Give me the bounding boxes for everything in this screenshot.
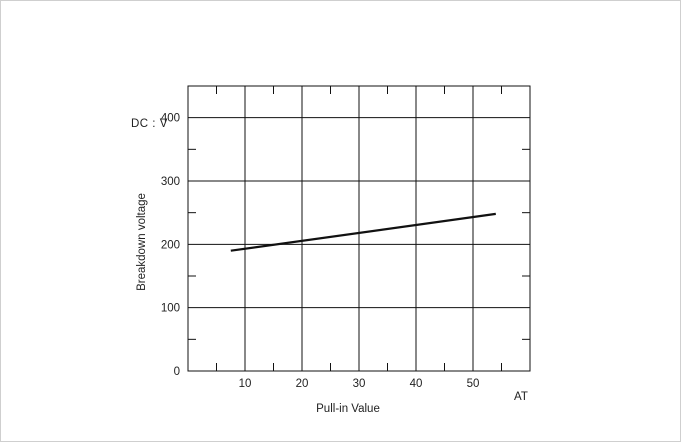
y-unit-label: DC : V (131, 118, 168, 130)
y-tick-label: 400 (161, 113, 180, 125)
series-layer (230, 212, 496, 252)
y-tick-label: 300 (161, 176, 180, 188)
series-line (230, 212, 496, 252)
y-tick-label: 0 (174, 366, 180, 378)
x-tick-label: 40 (410, 378, 423, 390)
x-axis-label: Pull-in Value (316, 403, 380, 415)
tick-labels: 10 20 30 40 50 0 100 200 300 400 (161, 113, 480, 390)
y-axis-label: Breakdown voltage (136, 193, 148, 291)
x-tick-label: 10 (239, 378, 252, 390)
y-tick-label: 100 (161, 303, 180, 315)
x-unit-label: AT (514, 391, 528, 403)
x-tick-label: 20 (296, 378, 309, 390)
y-tick-label: 200 (161, 239, 180, 251)
grid (187, 85, 531, 372)
x-tick-label: 30 (353, 378, 366, 390)
x-tick-label: 50 (467, 378, 480, 390)
ticks (188, 86, 530, 371)
